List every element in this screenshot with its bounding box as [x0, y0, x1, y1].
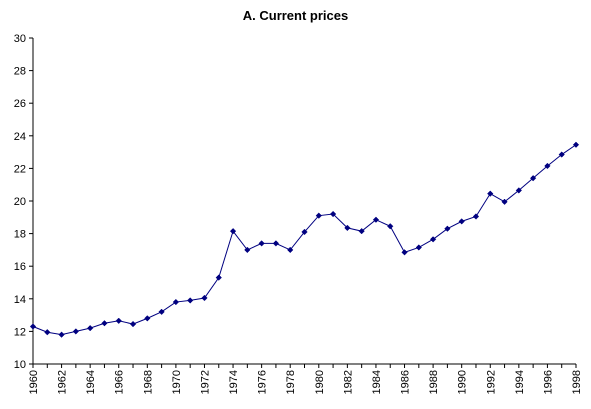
x-tick-label: 1992 — [485, 370, 497, 394]
data-point — [187, 297, 194, 304]
y-tick-label: 12 — [14, 326, 26, 338]
data-point — [529, 175, 537, 182]
y-tick-label: 28 — [14, 66, 26, 78]
x-tick-label: 1970 — [171, 370, 183, 394]
x-tick-label: 1978 — [285, 370, 297, 394]
y-tick-label: 18 — [14, 229, 26, 241]
x-tick-label: 1984 — [371, 370, 383, 394]
x-tick-label: 1972 — [199, 370, 211, 394]
data-point — [558, 151, 565, 158]
data-point — [201, 294, 208, 302]
x-tick-label: 1994 — [514, 370, 526, 394]
data-point — [315, 212, 322, 219]
data-point — [387, 223, 394, 230]
x-tick-label: 1966 — [114, 370, 126, 394]
y-tick-label: 20 — [14, 196, 26, 208]
x-tick-label: 1974 — [228, 370, 240, 394]
y-tick-label: 14 — [14, 294, 26, 306]
y-tick-label: 10 — [14, 359, 26, 371]
y-tick-label: 26 — [14, 98, 26, 110]
data-point — [272, 240, 280, 247]
data-point — [129, 320, 137, 328]
x-tick-label: 1996 — [542, 370, 554, 394]
data-point — [29, 323, 37, 330]
data-point — [301, 228, 308, 236]
data-point — [329, 210, 337, 218]
data-point — [401, 249, 408, 256]
y-tick-label: 22 — [14, 163, 26, 175]
data-point — [572, 141, 580, 148]
x-tick-label: 1986 — [400, 370, 412, 394]
y-tick-label: 16 — [14, 261, 26, 273]
data-point — [229, 228, 237, 235]
data-point — [215, 274, 222, 281]
data-point — [344, 224, 351, 232]
data-point — [515, 187, 522, 194]
x-tick-label: 1964 — [85, 370, 97, 394]
data-point — [372, 216, 380, 223]
x-tick-label: 1998 — [571, 370, 583, 394]
x-tick-label: 1988 — [428, 370, 440, 394]
x-tick-label: 1960 — [28, 370, 40, 394]
data-point — [444, 225, 451, 232]
x-tick-label: 1968 — [142, 370, 154, 394]
x-tick-label: 1962 — [57, 370, 69, 394]
data-point — [429, 236, 437, 243]
data-point — [144, 315, 151, 322]
data-point — [287, 246, 294, 254]
data-point — [258, 240, 265, 247]
data-point — [87, 324, 94, 332]
data-point — [44, 329, 51, 336]
data-point — [358, 228, 365, 235]
data-point — [115, 317, 122, 324]
x-tick-label: 1976 — [257, 370, 269, 394]
data-point — [158, 308, 165, 315]
data-point — [72, 328, 80, 335]
series-line — [32, 144, 577, 336]
x-tick-label: 1990 — [457, 370, 469, 394]
data-point — [58, 331, 65, 338]
data-point — [458, 218, 465, 225]
data-point — [501, 198, 508, 205]
data-point — [172, 298, 180, 306]
x-tick-label: 1980 — [314, 370, 326, 394]
data-point — [487, 190, 494, 197]
x-tick-label: 1982 — [342, 370, 354, 394]
data-point — [415, 244, 422, 251]
data-point — [101, 320, 108, 327]
chart-title: A. Current prices — [242, 8, 349, 23]
data-point — [244, 246, 251, 254]
y-tick-label: 24 — [14, 131, 26, 143]
y-tick-label: 30 — [14, 33, 26, 45]
data-point — [544, 162, 551, 170]
data-point — [472, 213, 480, 220]
